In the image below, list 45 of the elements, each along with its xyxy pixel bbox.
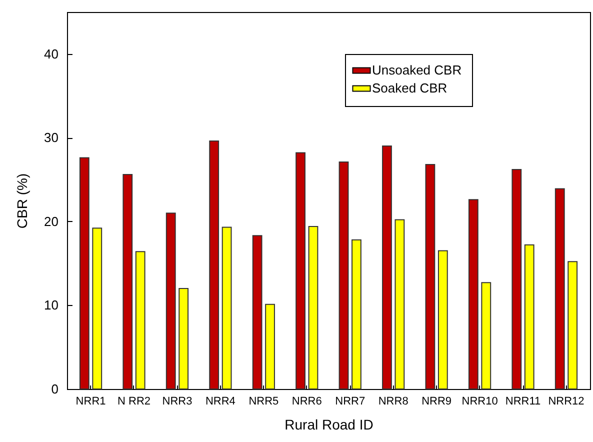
x-tick-label: NRR5 (248, 396, 279, 408)
x-tick-label: N RR2 (117, 396, 151, 408)
y-tick-label: 30 (44, 130, 58, 146)
y-tick-label: 20 (44, 214, 58, 229)
x-tick-label: NRR11 (505, 396, 541, 408)
bar (79, 157, 90, 390)
legend-label: Unsoaked CBR (372, 62, 462, 78)
bar (468, 199, 478, 390)
x-tick-label: NRR3 (162, 396, 192, 408)
bar (425, 164, 436, 390)
bar (394, 219, 405, 390)
bar (178, 288, 189, 390)
x-tick-label: NRR7 (335, 396, 366, 408)
bar (135, 251, 146, 390)
bar (296, 152, 306, 390)
y-tick-label: 40 (44, 46, 58, 62)
bar (352, 239, 362, 390)
x-tick-label: NRR12 (548, 396, 584, 408)
y-tick-label: 10 (44, 298, 58, 313)
bar (308, 226, 318, 390)
bar (568, 261, 578, 390)
x-tick-label: NRR6 (292, 396, 322, 408)
y-tick-label: 0 (51, 382, 58, 396)
bar (222, 226, 232, 390)
bar (438, 250, 448, 390)
bar (265, 304, 275, 390)
bar (338, 161, 349, 390)
x-axis-title: Rural Road ID (284, 416, 374, 432)
x-tick-label: NRR8 (378, 396, 408, 408)
bar (92, 228, 102, 390)
x-tick-label: NRR4 (205, 396, 236, 408)
x-tick-label: NRR10 (462, 396, 498, 408)
bar (481, 282, 492, 390)
x-tick-label: NRR9 (422, 396, 452, 408)
y-axis-title: CBR (%) (14, 173, 30, 229)
legend-label: Soaked CBR (372, 80, 448, 96)
bar (122, 174, 133, 390)
bar (166, 212, 176, 390)
bar (524, 244, 534, 390)
bar (382, 146, 392, 390)
bar (554, 188, 565, 390)
bar (512, 169, 522, 390)
bar (209, 140, 220, 390)
bar (252, 235, 262, 390)
x-tick-label: NRR1 (76, 396, 106, 408)
